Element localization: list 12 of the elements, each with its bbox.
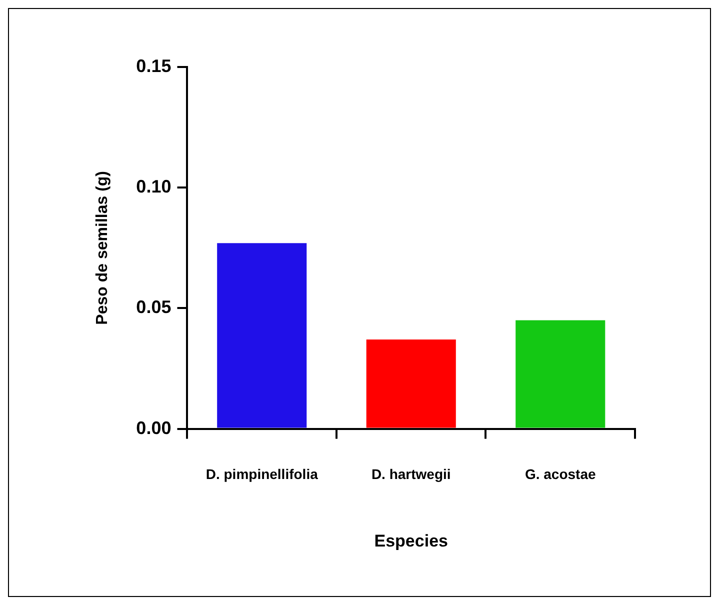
- y-tick-label: 0.00: [136, 418, 172, 438]
- x-tick-label: D. hartwegii: [371, 466, 451, 482]
- y-tick-label: 0.15: [136, 56, 172, 76]
- y-tick-label: 0.05: [136, 297, 172, 318]
- y-tick-label: 0.10: [136, 176, 172, 197]
- x-tick-label: G. acostae: [524, 466, 596, 482]
- x-axis-title: Especies: [374, 531, 448, 550]
- bar: [516, 320, 606, 428]
- y-axis-title: Peso de semillas (g): [94, 170, 112, 325]
- x-tick-label: D. pimpinellifolia: [206, 466, 318, 482]
- bar: [217, 243, 307, 428]
- bar: [366, 340, 456, 428]
